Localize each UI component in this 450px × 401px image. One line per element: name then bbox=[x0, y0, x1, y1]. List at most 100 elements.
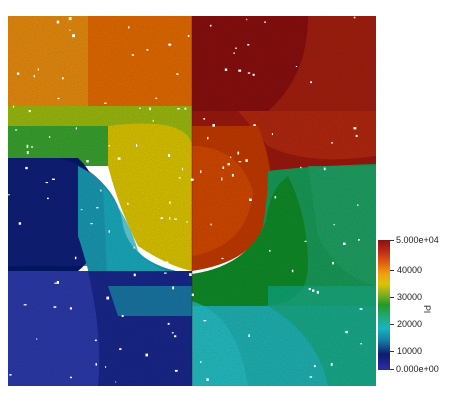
scalar-bar-tick-label: 40000 bbox=[397, 265, 423, 275]
speckle bbox=[206, 378, 209, 381]
speckle bbox=[355, 134, 358, 137]
speckle bbox=[53, 306, 57, 308]
speckle bbox=[25, 166, 28, 170]
scalar-bar-max-label: 5.000e+04 bbox=[396, 235, 439, 245]
region-green-teal bbox=[308, 166, 376, 286]
speckle bbox=[231, 173, 234, 177]
speckle bbox=[190, 178, 194, 181]
speckle bbox=[121, 315, 124, 317]
speckle bbox=[86, 160, 89, 163]
speckle bbox=[330, 363, 333, 366]
speckle bbox=[49, 136, 51, 138]
speckle bbox=[169, 217, 171, 220]
speckle bbox=[108, 145, 111, 147]
scalar-bar-tick-label: 30000 bbox=[397, 292, 423, 302]
tick-mark bbox=[390, 369, 394, 370]
speckle bbox=[310, 81, 312, 84]
speckle bbox=[323, 167, 326, 171]
region-top-right-dark bbox=[192, 16, 308, 111]
speckle bbox=[238, 161, 242, 163]
speckle bbox=[56, 20, 60, 24]
speckle bbox=[106, 296, 110, 300]
region-bottom-right-green bbox=[268, 286, 376, 386]
speckle bbox=[174, 218, 177, 220]
speckle bbox=[168, 154, 171, 157]
tick-mark bbox=[390, 270, 394, 271]
speckle bbox=[108, 230, 110, 233]
speckle bbox=[80, 209, 83, 211]
speckle bbox=[146, 49, 149, 51]
speckle bbox=[212, 124, 215, 127]
speckle bbox=[233, 52, 235, 54]
speckle bbox=[105, 366, 107, 368]
region-mid-right-light bbox=[238, 111, 376, 160]
speckle bbox=[300, 166, 302, 169]
speckle bbox=[343, 242, 346, 245]
pressure-field-plot bbox=[8, 16, 376, 386]
speckle bbox=[200, 170, 202, 174]
speckle bbox=[75, 127, 77, 130]
speckle bbox=[36, 338, 38, 340]
scalar-bar bbox=[378, 240, 390, 370]
speckle bbox=[312, 289, 315, 292]
region-green-dark bbox=[192, 176, 308, 306]
speckle bbox=[171, 332, 174, 334]
speckle bbox=[191, 293, 194, 297]
scalar-bar-gradient bbox=[378, 240, 390, 370]
speckle bbox=[237, 151, 240, 155]
speckle bbox=[308, 288, 311, 291]
speckle bbox=[90, 223, 93, 225]
speckle bbox=[54, 282, 57, 284]
region-cyan bbox=[103, 186, 192, 296]
speckle bbox=[353, 127, 357, 130]
speckle bbox=[70, 376, 72, 379]
speckle bbox=[68, 17, 72, 21]
speckle bbox=[18, 222, 22, 225]
speckle bbox=[182, 167, 183, 171]
speckle bbox=[69, 29, 71, 31]
speckle bbox=[238, 69, 242, 72]
speckle bbox=[224, 68, 228, 71]
speckle bbox=[353, 16, 356, 19]
speckle bbox=[331, 142, 333, 144]
speckle bbox=[178, 177, 181, 179]
tick-mark bbox=[390, 297, 394, 298]
speckle bbox=[291, 269, 294, 273]
speckle bbox=[165, 261, 169, 265]
speckle bbox=[100, 189, 102, 192]
speckle bbox=[186, 221, 188, 223]
speckle bbox=[295, 66, 298, 67]
speckle bbox=[96, 207, 99, 209]
speckle bbox=[23, 304, 27, 306]
speckle bbox=[203, 320, 207, 322]
speckle bbox=[252, 73, 255, 76]
speckle bbox=[177, 108, 180, 110]
speckle bbox=[247, 72, 251, 74]
speckle bbox=[359, 308, 363, 310]
tick-mark bbox=[390, 324, 394, 325]
speckle bbox=[360, 343, 362, 345]
speckle bbox=[230, 156, 232, 158]
speckle bbox=[249, 198, 252, 201]
speckle bbox=[248, 334, 250, 337]
speckle bbox=[133, 273, 136, 277]
speckle bbox=[104, 102, 107, 104]
speckle bbox=[127, 202, 129, 205]
speckle bbox=[172, 286, 174, 290]
speckle bbox=[56, 281, 59, 284]
scalar-bar-title: Pl bbox=[422, 305, 432, 314]
speckle bbox=[8, 194, 10, 196]
speckle bbox=[269, 249, 271, 252]
tick-mark bbox=[390, 240, 394, 241]
speckle bbox=[200, 361, 202, 363]
speckle bbox=[164, 272, 167, 274]
speckle bbox=[333, 224, 335, 226]
speckle bbox=[133, 246, 135, 249]
speckle bbox=[119, 348, 122, 350]
speckle bbox=[222, 166, 225, 169]
speckle bbox=[31, 146, 33, 148]
speckle bbox=[187, 35, 190, 37]
speckle bbox=[47, 197, 49, 200]
speckle bbox=[174, 335, 177, 338]
